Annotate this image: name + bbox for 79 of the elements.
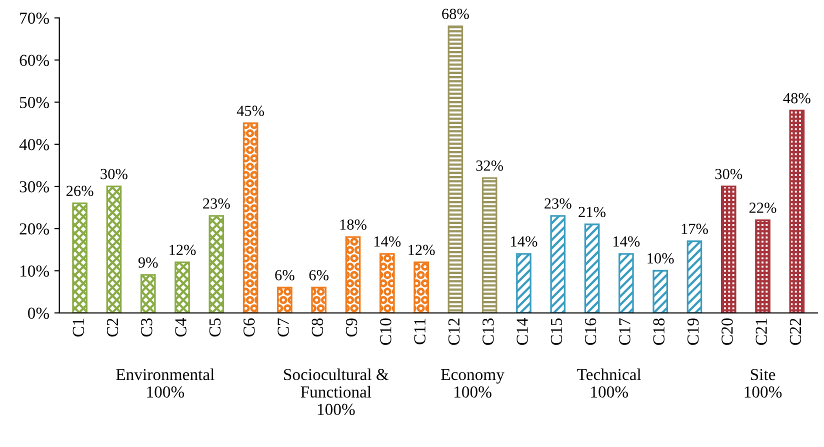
bar (482, 177, 498, 313)
x-tick-label: C3 (141, 318, 152, 337)
data-label: 14% (374, 236, 401, 247)
x-tick-label: C17 (619, 318, 630, 345)
text: Environmental 100% (116, 368, 214, 398)
data-label: 9% (138, 257, 158, 268)
x-tick-label: C10 (380, 318, 392, 345)
data-label: 48% (783, 93, 810, 104)
bar (516, 253, 532, 313)
bar (277, 286, 292, 313)
x-tick-label: C1 (72, 318, 84, 337)
x-tick-label: C9 (346, 318, 358, 337)
bar (584, 224, 600, 313)
bar (311, 286, 327, 313)
data-label: 23% (203, 198, 230, 209)
x-tick-label: C20 (722, 318, 733, 345)
x-tick-label: C2 (106, 318, 118, 337)
bar (174, 261, 190, 313)
bar (140, 274, 156, 313)
text: Site 100% (744, 368, 782, 398)
data-label: 30% (100, 168, 128, 180)
data-label: 10% (648, 253, 674, 264)
bar (208, 215, 224, 313)
data-label: 18% (340, 219, 366, 230)
y-tick-label: 60% (20, 54, 50, 66)
y-tick-label: 50% (20, 96, 50, 108)
y-tick-label: 40% (19, 139, 50, 150)
data-label: 45% (236, 106, 264, 116)
bar (345, 236, 361, 313)
bar (550, 215, 566, 313)
bar (72, 202, 88, 313)
y-tick-label: 70% (20, 12, 50, 24)
bar (755, 219, 770, 313)
x-tick-label: C21 (756, 318, 767, 345)
bar (618, 253, 634, 313)
bar (242, 122, 258, 313)
y-tick-label: 10% (20, 265, 50, 277)
text: Sociocultural & Functional 100% (284, 368, 389, 416)
data-label: 68% (442, 8, 469, 20)
x-tick-label: C5 (209, 318, 221, 337)
bar (789, 110, 805, 313)
x-tick-label: C14 (516, 318, 528, 345)
y-tick-label: 30% (20, 181, 50, 192)
data-label: 21% (578, 206, 606, 218)
x-tick-label: C22 (790, 318, 802, 345)
data-label: 30% (715, 168, 742, 180)
data-label: 23% (544, 198, 572, 209)
y-tick-label: 0% (28, 308, 50, 319)
data-label: 17% (682, 224, 708, 234)
x-tick-label: C11 (414, 318, 426, 344)
x-tick-label: C18 (653, 318, 664, 345)
bar (414, 261, 429, 313)
x-tick-label: C12 (448, 318, 460, 345)
data-label: 26% (66, 186, 94, 196)
data-label: 14% (614, 236, 640, 247)
x-tick-label: C19 (687, 318, 699, 345)
x-tick-label: C6 (244, 318, 255, 337)
data-label: 12% (170, 244, 196, 256)
x-tick-label: C16 (585, 318, 596, 345)
text: Economy 100% (441, 369, 504, 398)
data-label: 22% (749, 202, 776, 213)
x-tick-label: C4 (175, 318, 186, 337)
bar (686, 240, 702, 313)
bar (106, 186, 122, 313)
text: Technical 100% (577, 368, 642, 398)
data-label: 32% (476, 160, 504, 171)
bar (448, 25, 464, 313)
data-label: 6% (275, 270, 294, 280)
bar (379, 253, 395, 313)
bar (652, 270, 668, 313)
data-label: 6% (309, 270, 329, 280)
data-label: 12% (408, 244, 435, 256)
y-tick-label: 20% (20, 223, 50, 235)
x-tick-label: C7 (278, 318, 289, 337)
x-tick-label: C15 (550, 318, 562, 345)
x-tick-label: C8 (312, 318, 324, 337)
data-label: 14% (511, 236, 538, 247)
x-tick-label: C13 (482, 318, 494, 345)
bar (720, 186, 736, 313)
